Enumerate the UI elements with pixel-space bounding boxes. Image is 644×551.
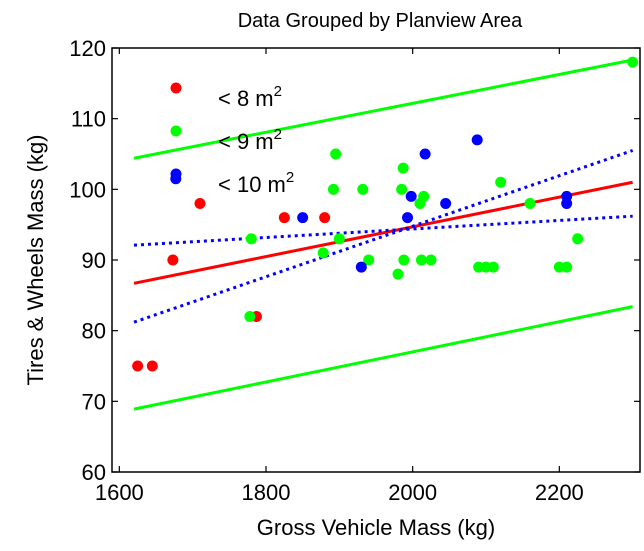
data-point — [572, 233, 584, 245]
y-tick-label: 60 — [82, 460, 106, 485]
legend-label-superscript: 2 — [274, 83, 282, 100]
data-point — [392, 268, 404, 280]
fit-lines — [133, 58, 634, 411]
data-point — [132, 360, 144, 372]
data-point — [471, 134, 483, 146]
x-tick-label: 2000 — [388, 480, 437, 505]
data-point — [297, 212, 309, 224]
x-tick-label: 1800 — [242, 480, 291, 505]
fit-line — [133, 149, 634, 324]
data-point — [495, 176, 507, 188]
data-point — [561, 261, 573, 273]
data-point — [440, 197, 452, 209]
data-point — [319, 212, 331, 224]
data-point — [418, 190, 430, 202]
data-point — [244, 311, 256, 323]
data-point — [333, 233, 345, 245]
y-axis-ticks: 60 70 80 90 100 110 120 — [69, 36, 640, 485]
data-point — [524, 197, 536, 209]
x-axis-label: Gross Vehicle Mass (kg) — [257, 515, 495, 540]
data-point — [402, 212, 414, 224]
legend-label: < 10 m2 — [218, 169, 294, 197]
data-point — [245, 233, 257, 245]
data-point — [396, 183, 408, 195]
data-point — [627, 56, 639, 68]
data-point — [561, 197, 573, 209]
plot-area: 1600 1800 2000 2200 60 70 80 90 100 110 120 — [69, 36, 641, 505]
data-point — [317, 247, 329, 259]
y-tick-label: 80 — [82, 319, 106, 344]
y-axis-label: Tires & Wheels Mass (kg) — [23, 134, 48, 385]
x-axis-ticks: 1600 1800 2000 2200 — [95, 48, 584, 505]
fit-line — [133, 58, 633, 160]
legend-label: < 9 m2 — [218, 126, 282, 154]
data-point — [357, 183, 369, 195]
y-tick-label: 120 — [69, 36, 106, 61]
fit-line — [133, 214, 633, 247]
legend-label: < 8 m2 — [218, 83, 282, 111]
data-point — [415, 254, 427, 266]
data-point — [327, 183, 339, 195]
data-point — [146, 360, 158, 372]
data-point — [363, 254, 375, 266]
data-point — [419, 148, 431, 160]
data-point — [278, 212, 290, 224]
y-tick-label: 90 — [82, 248, 106, 273]
legend-label-superscript: 2 — [274, 126, 282, 143]
data-point — [405, 190, 417, 202]
data-point — [330, 148, 342, 160]
data-point — [397, 162, 409, 174]
fit-line — [133, 305, 633, 411]
y-tick-label: 70 — [82, 389, 106, 414]
data-point — [355, 261, 367, 273]
data-point — [398, 254, 410, 266]
fit-line — [133, 180, 633, 285]
legend-label-superscript: 2 — [286, 169, 294, 186]
x-tick-label: 1600 — [95, 480, 144, 505]
legend-marker — [170, 168, 182, 180]
data-points — [132, 56, 639, 372]
legend-marker — [170, 125, 182, 137]
data-point — [194, 197, 206, 209]
y-tick-label: 110 — [71, 107, 106, 132]
legend-marker — [170, 82, 182, 94]
data-point — [167, 254, 179, 266]
x-tick-label: 2200 — [535, 480, 584, 505]
data-point — [487, 261, 499, 273]
data-point — [425, 254, 437, 266]
chart-title: Data Grouped by Planview Area — [238, 10, 523, 32]
legend: < 8 m2 < 9 m2 < 10 m2 — [170, 82, 294, 197]
y-tick-label: 100 — [69, 177, 106, 202]
